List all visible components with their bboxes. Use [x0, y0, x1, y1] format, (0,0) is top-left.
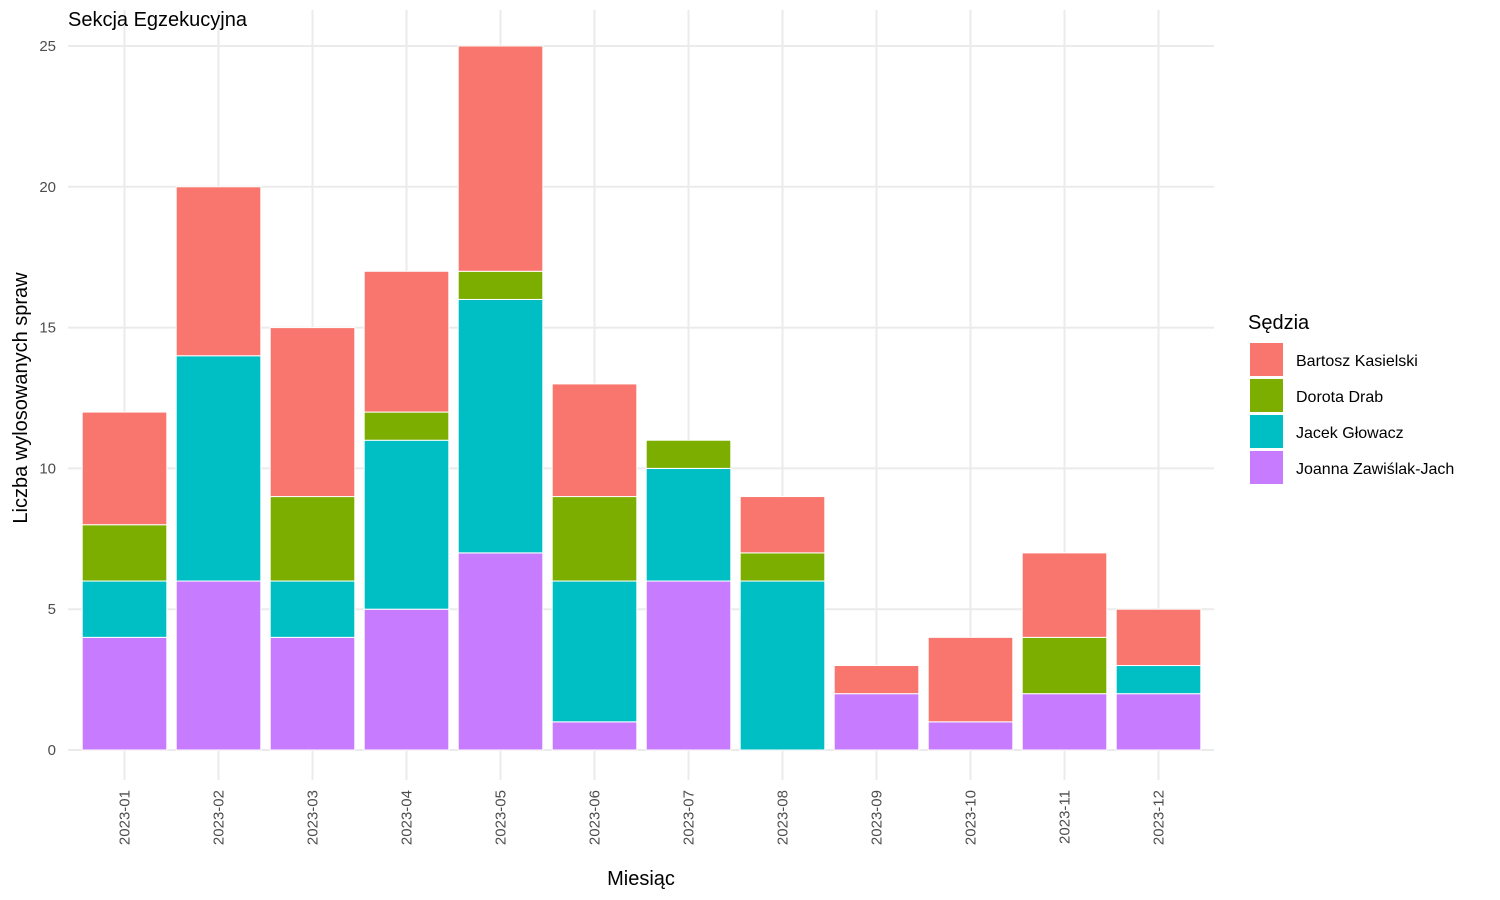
y-axis-title: Liczba wylosowanych spraw [10, 272, 32, 524]
x-tick-label: 2023-06 [587, 790, 604, 845]
legend-swatch [1250, 415, 1283, 448]
x-tick-label: 2023-05 [493, 790, 510, 845]
bar-segment [1115, 693, 1202, 751]
y-tick-label: 25 [39, 38, 56, 55]
x-tick-label: 2023-12 [1151, 790, 1168, 845]
bar-segment [645, 467, 732, 582]
bar-segment [551, 721, 638, 751]
y-tick-label: 15 [39, 320, 56, 337]
bar-segment [363, 270, 450, 413]
y-tick-label: 20 [39, 179, 56, 196]
legend: Sędzia Bartosz Kasielski Dorota Drab Jacek… [1248, 312, 1454, 484]
bar-segment [457, 270, 544, 300]
bar-segment [1021, 693, 1108, 751]
bar-segment [1021, 552, 1108, 638]
bar-segment [457, 45, 544, 272]
bar-segment [269, 580, 356, 638]
bar-segment [457, 298, 544, 554]
bar-segment [739, 580, 826, 751]
bar-segment [1115, 665, 1202, 695]
bar-segment [175, 580, 262, 751]
bar-segment [269, 636, 356, 751]
x-axis-title: Miesiąc [607, 868, 675, 890]
bar-segment [457, 552, 544, 751]
bar-segment [927, 636, 1014, 723]
bar-segment [551, 383, 638, 498]
bar-segment [1021, 636, 1108, 695]
x-tick-label: 2023-04 [399, 790, 416, 845]
bar-segment [81, 411, 168, 526]
x-tick-label: 2023-10 [963, 790, 980, 845]
bar-segment [739, 552, 826, 582]
bar-segment [645, 439, 732, 469]
legend-items: Bartosz Kasielski Dorota Drab Jacek Głowac… [1250, 343, 1454, 484]
bars-layer [81, 45, 1202, 751]
bar-segment [739, 496, 826, 554]
x-tick-label: 2023-03 [305, 790, 322, 845]
bar-segment [269, 327, 356, 498]
legend-swatch [1250, 451, 1283, 484]
bar-segment [1115, 608, 1202, 667]
bar-segment [363, 439, 450, 610]
bar-segment [363, 411, 450, 441]
bar-segment [81, 580, 168, 638]
bar-segment [551, 496, 638, 582]
legend-label: Dorota Drab [1296, 389, 1383, 406]
x-tick-label: 2023-07 [681, 790, 698, 845]
x-tick-label: 2023-08 [775, 790, 792, 845]
bar-segment [175, 186, 262, 357]
y-tick-label: 10 [39, 460, 56, 477]
bar-segment [645, 580, 732, 751]
x-tick-label: 2023-02 [211, 790, 228, 845]
x-tick-label: 2023-09 [869, 790, 886, 845]
bar-segment [927, 721, 1014, 751]
legend-swatch [1250, 343, 1283, 376]
bar-segment [833, 693, 920, 751]
bar-segment [175, 355, 262, 582]
legend-label: Joanna Zawiślak-Jach [1296, 461, 1454, 478]
x-tick-label: 2023-01 [117, 790, 134, 845]
legend-label: Jacek Głowacz [1296, 425, 1404, 442]
chart-title: Sekcja Egzekucyjna [68, 9, 248, 31]
bar-segment [269, 496, 356, 582]
bar-segment [833, 665, 920, 695]
x-axis-ticks: 2023-01 2023-02 2023-03 2023-04 2023-05 2023-… [117, 790, 1168, 845]
bar-segment [81, 636, 168, 751]
legend-title: Sędzia [1248, 312, 1310, 334]
bar-segment [551, 580, 638, 723]
y-axis-ticks: 0 5 10 15 20 25 [39, 38, 56, 759]
y-tick-label: 5 [48, 601, 56, 618]
y-tick-label: 0 [48, 742, 56, 759]
bar-segment [81, 524, 168, 582]
bar-segment [363, 608, 450, 751]
x-tick-label: 2023-11 [1057, 790, 1074, 844]
legend-label: Bartosz Kasielski [1296, 353, 1418, 370]
legend-swatch [1250, 379, 1283, 412]
